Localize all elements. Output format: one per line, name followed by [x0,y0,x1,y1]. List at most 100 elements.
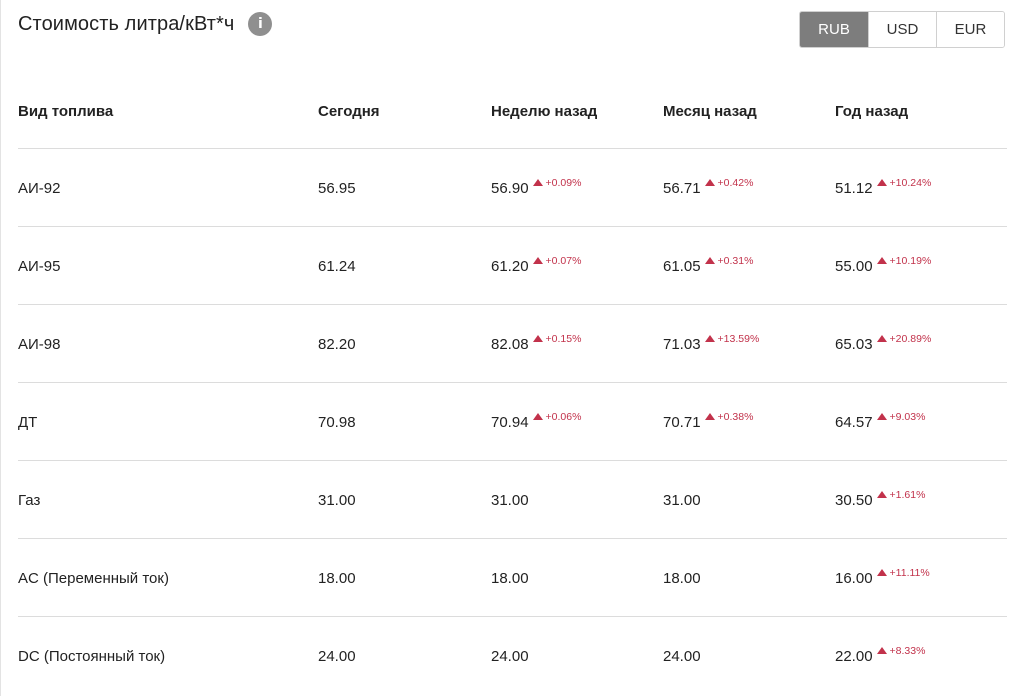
table-row: ДТ 70.98 70.94 +0.06% 70.71 +0.38% 64.57 +9.03% [18,383,1007,461]
year-change-indicator: +11.11% [876,567,930,579]
month-price-value: 18.00 [663,570,701,587]
month-change-indicator: +0.42% [704,177,753,189]
fuel-type-cell: АИ-98 [18,336,61,353]
triangle-up-icon [532,335,543,342]
triangle-up-icon [876,179,887,186]
year-price-value: 65.03 [835,336,873,353]
table-row: DC (Постоянный ток) 24.00 24.00 24.00 22.00 +… [18,617,1007,694]
month-price-value: 56.71 [663,180,701,197]
triangle-up-icon [532,257,543,264]
year-change-value: +10.19% [889,255,932,267]
currency-button-rub[interactable]: RUB [800,12,868,47]
year-price-value: 51.12 [835,180,873,197]
month-price-value: 70.71 [663,414,701,431]
month-price-value: 24.00 [663,648,701,665]
year-change-indicator: +10.19% [876,255,932,267]
year-price-cell: 30.50 +1.61% [835,489,926,509]
triangle-up-icon [876,257,887,264]
column-header-month: Месяц назад [663,103,757,120]
year-price-cell: 16.00 +11.11% [835,567,930,587]
currency-button-usd[interactable]: USD [868,12,936,47]
today-price-cell: 18.00 [318,570,356,587]
year-price-value: 22.00 [835,648,873,665]
month-price-cell: 24.00 [663,648,701,665]
year-change-value: +9.03% [889,411,926,423]
week-price-value: 61.20 [491,258,529,275]
month-change-indicator: +0.31% [704,255,754,267]
table-row: АИ-98 82.20 82.08 +0.15% 71.03 +13.59% 65.03 +2… [18,305,1007,383]
year-change-indicator: +1.61% [876,489,926,501]
week-price-value: 18.00 [491,570,529,587]
week-price-cell: 61.20 +0.07% [491,255,582,275]
today-price-cell: 61.24 [318,258,356,275]
week-change-value: +0.06% [545,411,582,423]
month-price-cell: 18.00 [663,570,701,587]
table-body: АИ-92 56.95 56.90 +0.09% 56.71 +0.42% 51.12 +10… [18,149,1007,694]
table-row: Газ 31.00 31.00 31.00 30.50 +1.61% [18,461,1007,539]
today-price-cell: 82.20 [318,336,356,353]
week-price-cell: 82.08 +0.15% [491,333,581,353]
year-change-indicator: +20.89% [876,333,932,345]
month-price-cell: 56.71 +0.42% [663,177,753,197]
year-change-value: +20.89% [889,333,932,345]
week-price-cell: 70.94 +0.06% [491,411,582,431]
triangle-up-icon [876,491,887,498]
triangle-up-icon [532,179,543,186]
week-change-indicator: +0.09% [532,177,582,189]
year-change-value: +1.61% [889,489,926,501]
info-icon[interactable]: i [248,12,273,36]
month-change-indicator: +0.38% [704,411,753,423]
month-price-cell: 71.03 +13.59% [663,333,760,353]
week-change-indicator: +0.07% [532,255,582,267]
year-price-value: 55.00 [835,258,873,275]
week-change-value: +0.09% [545,177,582,189]
fuel-price-table: Вид топлива Сегодня Неделю назад Месяц н… [18,86,1007,694]
fuel-type-cell: AC (Переменный ток) [18,570,169,587]
triangle-up-icon [704,335,715,342]
today-price-cell: 56.95 [318,180,356,197]
panel-header: Стоимость литра/кВт*ч i [18,12,273,36]
year-change-indicator: +9.03% [876,411,926,423]
today-price-cell: 31.00 [318,492,356,509]
month-change-value: +13.59% [717,333,760,345]
page-title: Стоимость литра/кВт*ч [18,12,235,35]
year-price-cell: 55.00 +10.19% [835,255,932,275]
fuel-type-cell: ДТ [18,414,38,431]
week-price-value: 24.00 [491,648,529,665]
week-price-cell: 18.00 [491,570,529,587]
week-change-value: +0.07% [545,255,582,267]
year-price-value: 16.00 [835,570,873,587]
year-price-value: 64.57 [835,414,873,431]
week-price-value: 82.08 [491,336,529,353]
triangle-up-icon [532,413,543,420]
triangle-up-icon [876,335,887,342]
triangle-up-icon [704,413,715,420]
fuel-type-cell: DC (Постоянный ток) [18,648,166,665]
fuel-type-cell: АИ-95 [18,258,61,275]
month-price-value: 71.03 [663,336,701,353]
year-change-indicator: +10.24% [876,177,931,189]
currency-button-eur[interactable]: EUR [936,12,1004,47]
week-price-cell: 56.90 +0.09% [491,177,582,197]
week-price-cell: 24.00 [491,648,529,665]
fuel-type-cell: АИ-92 [18,180,61,197]
week-price-value: 31.00 [491,492,529,509]
table-row: АИ-95 61.24 61.20 +0.07% 61.05 +0.31% 55.00 +10… [18,227,1007,305]
table-row: АИ-92 56.95 56.90 +0.09% 56.71 +0.42% 51.12 +10… [18,149,1007,227]
week-price-value: 70.94 [491,414,529,431]
month-price-value: 61.05 [663,258,701,275]
month-price-cell: 31.00 [663,492,701,509]
panel-left-border [0,0,1,696]
month-price-cell: 70.71 +0.38% [663,411,753,431]
month-change-indicator: +13.59% [704,333,760,345]
month-price-value: 31.00 [663,492,701,509]
year-change-value: +8.33% [889,645,926,657]
month-change-value: +0.31% [717,255,754,267]
column-header-fuel: Вид топлива [18,103,114,120]
column-header-today: Сегодня [318,103,380,120]
today-price-cell: 24.00 [318,648,356,665]
currency-switcher: RUB USD EUR [799,11,1005,48]
year-price-cell: 64.57 +9.03% [835,411,926,431]
triangle-up-icon [876,413,887,420]
year-change-value: +11.11% [889,567,930,579]
